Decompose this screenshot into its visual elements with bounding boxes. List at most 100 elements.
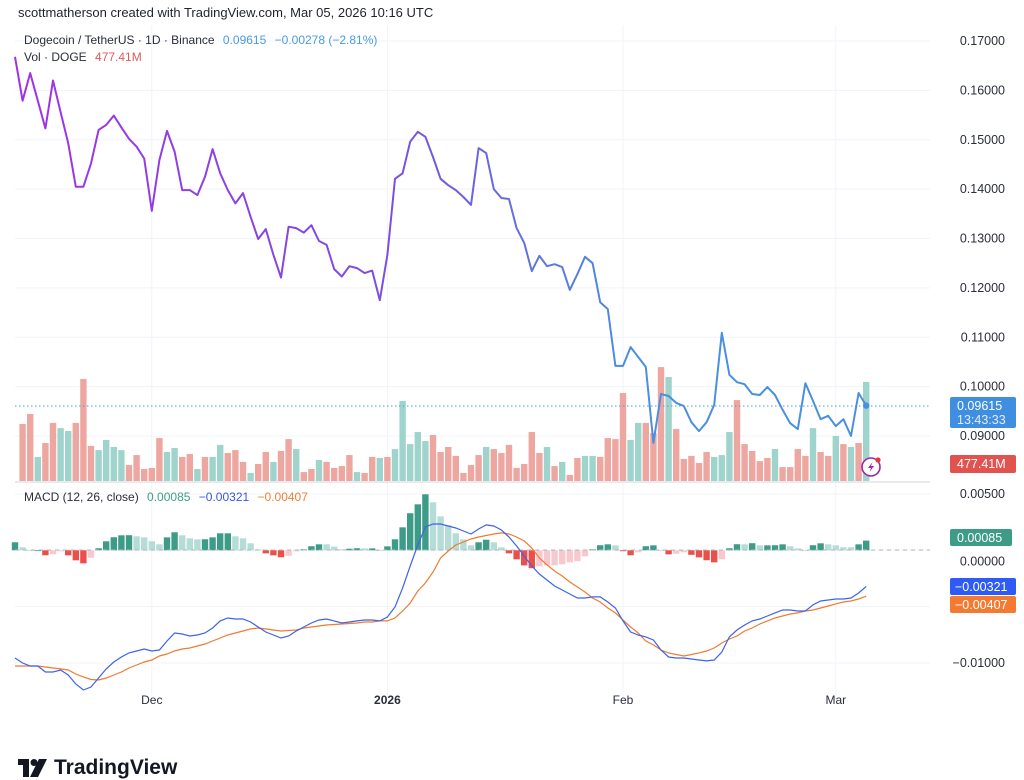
volume-bar bbox=[414, 432, 421, 481]
volume-bar bbox=[695, 462, 703, 481]
volume-bar bbox=[201, 456, 209, 481]
macd-histogram-bar bbox=[11, 542, 19, 551]
volume-bar bbox=[498, 452, 505, 481]
macd-histogram-bar bbox=[429, 502, 437, 551]
macd-histogram-bar bbox=[133, 536, 140, 551]
macd-histogram-bar bbox=[407, 513, 414, 551]
macd-histogram-bar bbox=[445, 525, 452, 551]
macd-histogram-bar bbox=[331, 546, 338, 551]
macd-histogram-bar bbox=[817, 543, 824, 551]
macd-histogram-bar bbox=[315, 544, 323, 551]
macd-histogram-bar bbox=[809, 545, 817, 551]
volume-bar bbox=[513, 467, 520, 481]
volume-legend[interactable]: Vol · DOGE 477.41M bbox=[24, 50, 147, 64]
macd-axis[interactable]: 0.00500 0.00000 −0.01000 bbox=[953, 487, 1006, 670]
volume-bar bbox=[460, 472, 467, 481]
macd-histogram-bar bbox=[194, 539, 201, 551]
volume-bar bbox=[657, 367, 665, 481]
volume-bar bbox=[156, 438, 163, 481]
macd-histogram-bar bbox=[825, 544, 832, 551]
tradingview-logo[interactable]: TradingView bbox=[18, 756, 177, 780]
signal-line bbox=[15, 532, 867, 681]
lightning-icon[interactable] bbox=[861, 457, 881, 477]
macd-histogram-bar bbox=[163, 537, 171, 551]
macd-histogram-bar bbox=[635, 550, 642, 553]
volume-bar bbox=[239, 461, 247, 481]
macd-histogram-bar bbox=[95, 548, 102, 551]
macd-histogram-bar bbox=[498, 547, 505, 551]
macd-histogram-bar bbox=[125, 535, 133, 551]
volume-bar bbox=[467, 465, 475, 481]
volume-bar bbox=[863, 381, 870, 481]
macd-histogram-bar bbox=[665, 550, 672, 555]
volume-bar bbox=[179, 456, 186, 481]
macd-title: MACD (12, 26, close) bbox=[24, 490, 139, 504]
volume-bar bbox=[270, 461, 277, 481]
volume-bar bbox=[566, 474, 573, 481]
macd-histogram-bar bbox=[118, 535, 125, 551]
volume-bar bbox=[42, 443, 49, 481]
macd-histogram-bar bbox=[756, 545, 763, 551]
volume-bar bbox=[733, 400, 741, 481]
macd-hist-tag: 0.00085 bbox=[950, 529, 1012, 546]
macd-histogram-bar bbox=[802, 550, 809, 552]
volume-bar bbox=[665, 377, 672, 481]
time-tick-label: Mar bbox=[825, 693, 846, 707]
time-axis[interactable]: Dec 2026 Feb Mar bbox=[141, 693, 846, 707]
volume-bar bbox=[346, 455, 353, 481]
volume-bar bbox=[688, 455, 695, 481]
volume-bar bbox=[543, 446, 551, 481]
macd-histogram-bar bbox=[391, 539, 399, 551]
volume-bar bbox=[847, 446, 855, 481]
macd-histogram-bar bbox=[201, 539, 209, 551]
volume-bar bbox=[194, 468, 201, 481]
macd-histogram-bar bbox=[597, 545, 604, 551]
macd-histogram-bar bbox=[399, 527, 406, 551]
volume-bar bbox=[262, 451, 269, 481]
volume-bar bbox=[110, 446, 117, 481]
macd-histogram-bar bbox=[612, 545, 619, 551]
macd-histogram-bar bbox=[80, 550, 87, 564]
macd-legend[interactable]: MACD (12, 26, close) 0.00085 −0.00321 −0… bbox=[24, 490, 313, 504]
volume-bar bbox=[87, 445, 95, 481]
volume-bar bbox=[19, 423, 26, 481]
volume-bar bbox=[171, 448, 178, 481]
volume-bar bbox=[391, 449, 399, 481]
macd-histogram-bar bbox=[619, 550, 627, 552]
macd-histogram-bar bbox=[483, 539, 490, 551]
macd-histogram-bar bbox=[239, 538, 247, 551]
price-tick-label: 0.17000 bbox=[960, 34, 1005, 48]
macd-hist-value: 0.00085 bbox=[147, 490, 191, 504]
volume-bar bbox=[247, 472, 254, 481]
volume-bar bbox=[840, 444, 847, 481]
macd-histogram-bar bbox=[475, 542, 482, 551]
macd-histogram-bar bbox=[840, 547, 847, 551]
volume-bar bbox=[711, 456, 718, 481]
volume-bar bbox=[407, 444, 414, 481]
macd-histogram-bar bbox=[703, 550, 710, 561]
volume-bar bbox=[429, 434, 437, 481]
volume-bar bbox=[551, 466, 558, 481]
volume-bar bbox=[95, 450, 102, 481]
volume-bar bbox=[475, 455, 482, 481]
macd-line bbox=[14, 523, 867, 691]
price-axis[interactable]: 0.17000 0.16000 0.15000 0.14000 0.13000 0.120… bbox=[960, 34, 1005, 443]
symbol-legend[interactable]: Dogecoin / TetherUS · 1D · Binance 0.096… bbox=[24, 33, 382, 47]
macd-histogram-bar bbox=[528, 550, 535, 569]
macd-histogram-bar bbox=[779, 544, 786, 551]
volume-bar bbox=[376, 457, 383, 481]
price-tick-label: 0.10000 bbox=[960, 380, 1005, 394]
price-tick-label: 0.11000 bbox=[961, 330, 1005, 344]
macd-histogram-bar bbox=[559, 550, 566, 565]
volume-title: Vol · DOGE bbox=[24, 50, 87, 64]
macd-histogram-bar bbox=[695, 550, 703, 558]
macd-histogram-bar bbox=[513, 550, 520, 560]
volume-tag: 477.41M bbox=[950, 455, 1016, 473]
macd-histogram-bar bbox=[604, 544, 611, 551]
volume-bar bbox=[604, 438, 611, 481]
volume-bar bbox=[293, 449, 300, 481]
volume-bar bbox=[536, 452, 543, 481]
time-tick-label: 2026 bbox=[374, 693, 401, 707]
signal-line-tag-value: −0.00407 bbox=[955, 598, 1008, 612]
